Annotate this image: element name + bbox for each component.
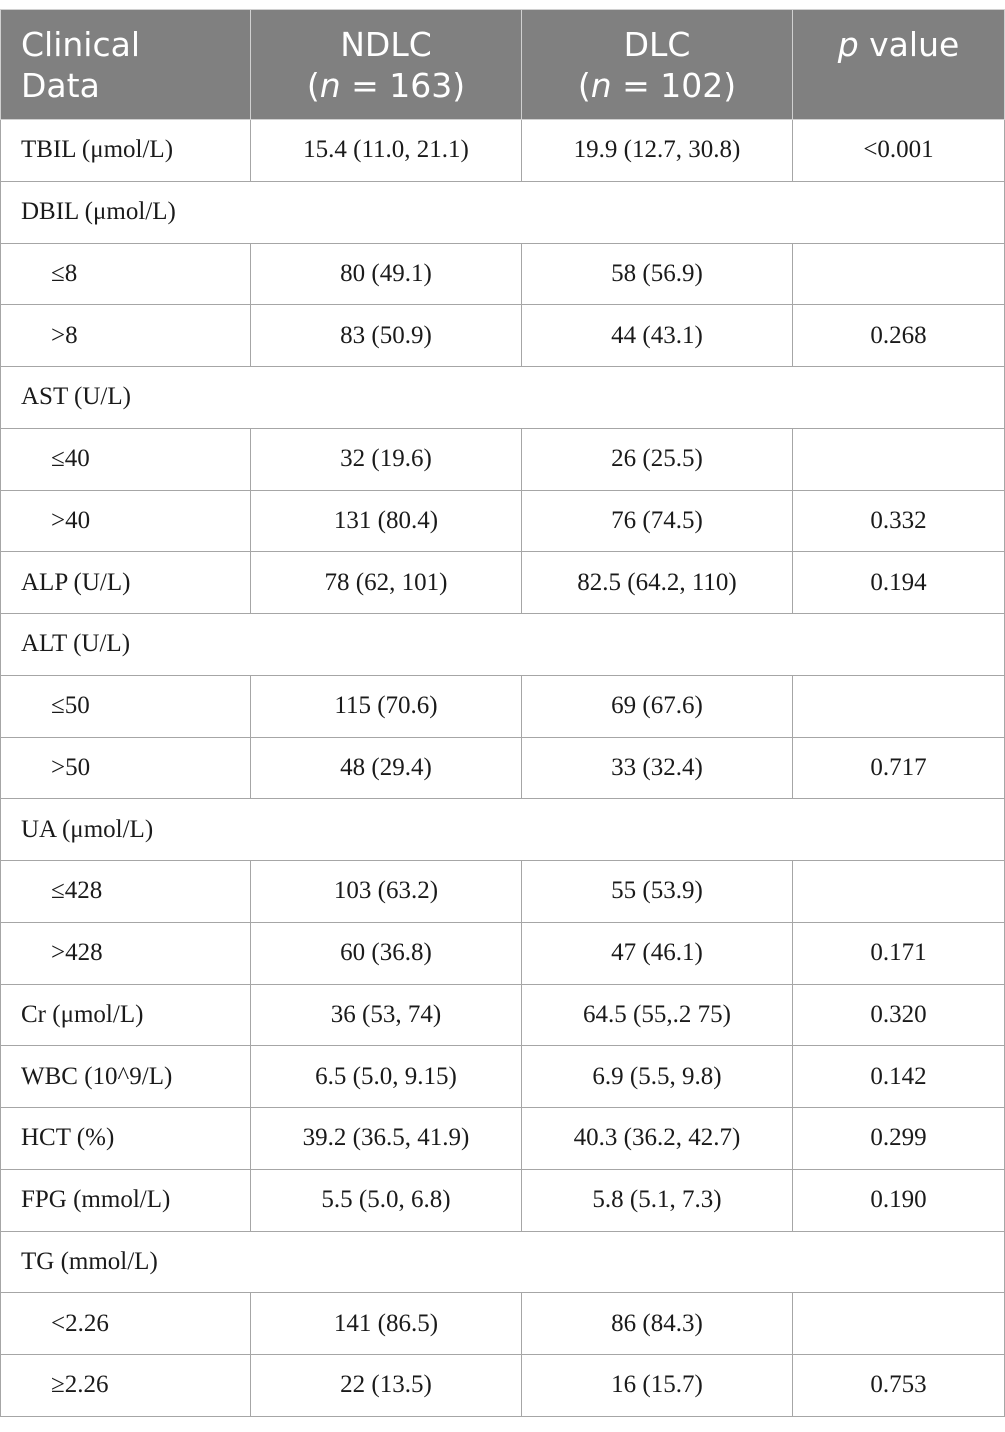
ndlc-value-cell: 6.5 (5.0, 9.15) xyxy=(250,1045,522,1108)
row-label-cell: ALP (U/L) xyxy=(0,551,251,614)
p-value-cell xyxy=(792,1292,1005,1355)
ndlc-value-cell: 83 (50.9) xyxy=(250,304,522,367)
table-row: HCT (%) 39.2 (36.5, 41.9) 40.3 (36.2, 42.7… xyxy=(0,1107,1005,1170)
group-label-cell: DBIL (μmol/L) xyxy=(0,180,1005,244)
group-label-cell: UA (μmol/L) xyxy=(0,798,1005,861)
table-row: >8 83 (50.9) 44 (43.1) 0.268 xyxy=(0,304,1005,367)
row-label-cell: <2.26 xyxy=(0,1292,251,1355)
table-row: >40 131 (80.4) 76 (74.5) 0.332 xyxy=(0,489,1005,553)
group-label-cell: AST (U/L) xyxy=(0,366,1005,429)
row-label-cell: HCT (%) xyxy=(0,1107,251,1170)
ndlc-value-cell: 103 (63.2) xyxy=(250,860,522,923)
p-value-cell xyxy=(792,674,1005,738)
table-row: Cr (μmol/L) 36 (53, 74) 64.5 (55,.2 75) 0.3… xyxy=(0,983,1005,1047)
table-row: ≤8 80 (49.1) 58 (56.9) xyxy=(0,242,1005,306)
row-label-cell: TBIL (μmol/L) xyxy=(0,119,251,182)
dlc-value-cell: 6.9 (5.5, 9.8) xyxy=(521,1045,793,1108)
row-label-cell: ≤50 xyxy=(0,674,251,738)
table-row: ≤428 103 (63.2) 55 (53.9) xyxy=(0,860,1005,923)
table-body: TBIL (μmol/L) 15.4 (11.0, 21.1) 19.9 (12.7… xyxy=(0,119,1005,1417)
p-value-cell xyxy=(792,427,1005,491)
row-label-cell: WBC (10^9/L) xyxy=(0,1045,251,1108)
dlc-value-cell: 82.5 (64.2, 110) xyxy=(521,551,793,614)
p-value-cell: 0.268 xyxy=(792,304,1005,367)
table-row: WBC (10^9/L) 6.5 (5.0, 9.15) 6.9 (5.5, 9.8… xyxy=(0,1045,1005,1108)
clinical-data-table: Clinical Data NDLC (n = 163) DLC (n = 10… xyxy=(0,9,1005,1417)
group-label-cell: TG (mmol/L) xyxy=(0,1230,1005,1294)
dlc-value-cell: 19.9 (12.7, 30.8) xyxy=(521,119,793,182)
ndlc-value-cell: 39.2 (36.5, 41.9) xyxy=(250,1107,522,1170)
header-clinical-data: Clinical Data xyxy=(0,9,251,120)
table-row: FPG (mmol/L) 5.5 (5.0, 6.8) 5.8 (5.1, 7.3)… xyxy=(0,1168,1005,1232)
row-label-cell: >428 xyxy=(0,921,251,985)
table-row: TBIL (μmol/L) 15.4 (11.0, 21.1) 19.9 (12.7… xyxy=(0,119,1005,182)
row-label-cell: >8 xyxy=(0,304,251,367)
ndlc-value-cell: 48 (29.4) xyxy=(250,736,522,800)
dlc-value-cell: 76 (74.5) xyxy=(521,489,793,553)
ndlc-value-cell: 36 (53, 74) xyxy=(250,983,522,1047)
table-header: Clinical Data NDLC (n = 163) DLC (n = 10… xyxy=(0,9,1005,120)
table-row: ALP (U/L) 78 (62, 101) 82.5 (64.2, 110) 0.1… xyxy=(0,551,1005,614)
dlc-value-cell: 55 (53.9) xyxy=(521,860,793,923)
dlc-value-cell: 47 (46.1) xyxy=(521,921,793,985)
ndlc-value-cell: 80 (49.1) xyxy=(250,242,522,306)
dlc-value-cell: 16 (15.7) xyxy=(521,1354,793,1417)
group-label-cell: ALT (U/L) xyxy=(0,613,1005,676)
table-row: ≤40 32 (19.6) 26 (25.5) xyxy=(0,427,1005,491)
header-dlc: DLC (n = 102) xyxy=(521,9,793,120)
p-value-cell: 0.320 xyxy=(792,983,1005,1047)
ndlc-value-cell: 60 (36.8) xyxy=(250,921,522,985)
dlc-value-cell: 33 (32.4) xyxy=(521,736,793,800)
dlc-value-cell: 40.3 (36.2, 42.7) xyxy=(521,1107,793,1170)
ndlc-value-cell: 32 (19.6) xyxy=(250,427,522,491)
dlc-value-cell: 64.5 (55,.2 75) xyxy=(521,983,793,1047)
table-row: >428 60 (36.8) 47 (46.1) 0.171 xyxy=(0,921,1005,985)
dlc-value-cell: 44 (43.1) xyxy=(521,304,793,367)
row-label-cell: FPG (mmol/L) xyxy=(0,1168,251,1232)
table-group-row: AST (U/L) xyxy=(0,366,1005,429)
row-label-cell: ≥2.26 xyxy=(0,1354,251,1417)
header-row: Clinical Data NDLC (n = 163) DLC (n = 10… xyxy=(0,9,1005,120)
dlc-value-cell: 86 (84.3) xyxy=(521,1292,793,1355)
dlc-value-cell: 26 (25.5) xyxy=(521,427,793,491)
ndlc-value-cell: 15.4 (11.0, 21.1) xyxy=(250,119,522,182)
ndlc-value-cell: 5.5 (5.0, 6.8) xyxy=(250,1168,522,1232)
table-group-row: TG (mmol/L) xyxy=(0,1230,1005,1294)
ndlc-value-cell: 22 (13.5) xyxy=(250,1354,522,1417)
table-row: >50 48 (29.4) 33 (32.4) 0.717 xyxy=(0,736,1005,800)
row-label-cell: ≤40 xyxy=(0,427,251,491)
p-value-cell: 0.171 xyxy=(792,921,1005,985)
p-value-cell xyxy=(792,860,1005,923)
header-ndlc: NDLC (n = 163) xyxy=(250,9,522,120)
p-value-cell: 0.190 xyxy=(792,1168,1005,1232)
dlc-value-cell: 69 (67.6) xyxy=(521,674,793,738)
row-label-cell: >50 xyxy=(0,736,251,800)
p-value-cell: 0.194 xyxy=(792,551,1005,614)
p-value-cell: <0.001 xyxy=(792,119,1005,182)
p-value-cell: 0.717 xyxy=(792,736,1005,800)
row-label-cell: ≤428 xyxy=(0,860,251,923)
row-label-cell: >40 xyxy=(0,489,251,553)
ndlc-value-cell: 78 (62, 101) xyxy=(250,551,522,614)
table-group-row: ALT (U/L) xyxy=(0,613,1005,676)
row-label-cell: Cr (μmol/L) xyxy=(0,983,251,1047)
table-group-row: DBIL (μmol/L) xyxy=(0,180,1005,244)
p-value-cell: 0.753 xyxy=(792,1354,1005,1417)
p-value-cell: 0.299 xyxy=(792,1107,1005,1170)
dlc-value-cell: 58 (56.9) xyxy=(521,242,793,306)
p-value-cell: 0.332 xyxy=(792,489,1005,553)
table-group-row: UA (μmol/L) xyxy=(0,798,1005,861)
ndlc-value-cell: 141 (86.5) xyxy=(250,1292,522,1355)
dlc-value-cell: 5.8 (5.1, 7.3) xyxy=(521,1168,793,1232)
table-row: ≤50 115 (70.6) 69 (67.6) xyxy=(0,674,1005,738)
table-row: <2.26 141 (86.5) 86 (84.3) xyxy=(0,1292,1005,1355)
row-label-cell: ≤8 xyxy=(0,242,251,306)
p-value-cell xyxy=(792,242,1005,306)
table-row: ≥2.26 22 (13.5) 16 (15.7) 0.753 xyxy=(0,1354,1005,1417)
ndlc-value-cell: 131 (80.4) xyxy=(250,489,522,553)
p-value-cell: 0.142 xyxy=(792,1045,1005,1108)
ndlc-value-cell: 115 (70.6) xyxy=(250,674,522,738)
header-p-value: p value xyxy=(792,9,1005,120)
